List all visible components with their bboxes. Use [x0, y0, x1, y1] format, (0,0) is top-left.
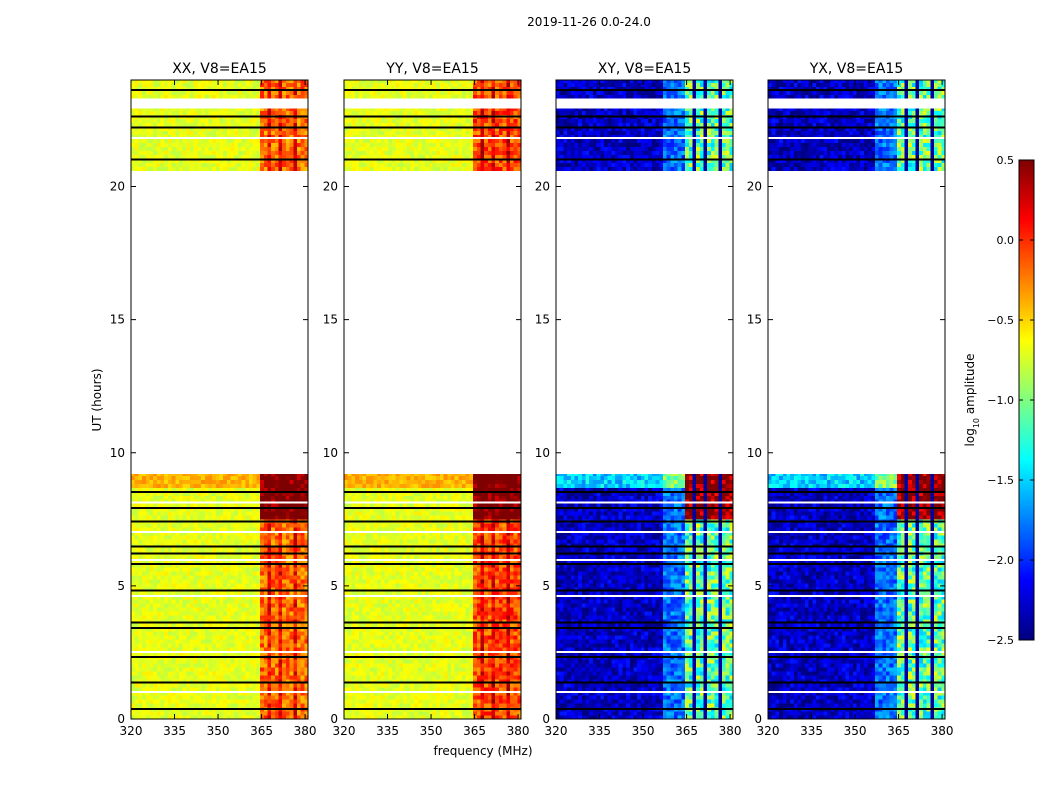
x-tick-label: 335: [163, 724, 186, 738]
x-tick-label: 365: [675, 724, 698, 738]
x-tick-label: 350: [420, 724, 443, 738]
y-tick-label: 20: [323, 180, 338, 194]
y-tick-label: 20: [535, 180, 550, 194]
x-tick-label: 365: [463, 724, 486, 738]
y-tick-label: 0: [330, 712, 338, 726]
colorbar-label: log10 amplitude: [963, 354, 981, 447]
panel-title: YX, V8=EA15: [809, 61, 904, 77]
y-tick-label: 10: [535, 446, 550, 460]
x-tick-label: 380: [294, 724, 317, 738]
x-tick-label: 335: [588, 724, 611, 738]
x-tick-label: 380: [719, 724, 742, 738]
y-tick-label: 5: [542, 579, 550, 593]
x-tick-label: 335: [376, 724, 399, 738]
colorbar-tick-label: −2.5: [987, 634, 1014, 647]
y-tick-label: 0: [542, 712, 550, 726]
x-tick-label: 320: [120, 724, 143, 738]
x-tick-label: 350: [632, 724, 655, 738]
x-tick-label: 380: [507, 724, 530, 738]
colorbar-tick-label: 0.5: [997, 154, 1015, 167]
panel-yx: YX, V8=EA15 320 335 350 365 380 0 5 10 15 20: [747, 61, 954, 738]
colorbar-tick-label: 0.0: [997, 234, 1015, 247]
x-tick-label: 365: [887, 724, 910, 738]
panel-frame: [555, 79, 734, 720]
y-tick-label: 20: [110, 180, 125, 194]
x-tick-label: 365: [250, 724, 273, 738]
heatmap-cells: [768, 80, 945, 719]
y-tick-label: 5: [117, 579, 125, 593]
y-tick-label: 5: [754, 579, 762, 593]
y-tick-label: 0: [754, 712, 762, 726]
heatmap-cells: [556, 80, 733, 719]
colorbar: 0.5 0.0 −0.5 −1.0 −1.5 −2.0 −2.5 log10 amplitud…: [963, 154, 1035, 647]
panel-xx: XX, V8=EA15 320 335 350 365 380 0 5 10 15 20: [110, 61, 317, 738]
y-tick-label: 15: [535, 313, 550, 327]
panel-frame: [767, 79, 946, 720]
colorbar-tick-label: −0.5: [987, 314, 1014, 327]
y-tick-label: 0: [117, 712, 125, 726]
colorbar-tick-label: −2.0: [987, 554, 1014, 567]
heatmap-cells: [131, 80, 308, 719]
x-tick-label: 380: [931, 724, 954, 738]
panel-title: XX, V8=EA15: [172, 61, 267, 77]
panel-frame: [130, 79, 309, 720]
y-tick-label: 15: [747, 313, 762, 327]
x-tick-label: 350: [844, 724, 867, 738]
y-tick-label: 10: [323, 446, 338, 460]
y-tick-label: 20: [747, 180, 762, 194]
panel-yy: YY, V8=EA15 320 335 350 365 380 0 5 10 15 20: [323, 61, 530, 738]
x-tick-label: 320: [545, 724, 568, 738]
x-tick-label: 320: [333, 724, 356, 738]
y-tick-label: 15: [110, 313, 125, 327]
x-tick-label: 320: [757, 724, 780, 738]
y-tick-label: 5: [330, 579, 338, 593]
y-tick-label: 10: [110, 446, 125, 460]
x-tick-label: 350: [207, 724, 230, 738]
heatmap-cells: [344, 80, 521, 719]
colorbar-tick-label: −1.0: [987, 394, 1014, 407]
colorbar-tick-label: −1.5: [987, 474, 1014, 487]
y-tick-label: 10: [747, 446, 762, 460]
figure-suptitle: 2019-11-26 0.0-24.0: [527, 15, 651, 29]
y-tick-label: 15: [323, 313, 338, 327]
panel-title: YY, V8=EA15: [385, 61, 478, 77]
panel-xy: XY, V8=EA15 320 335 350 365 380 0 5 10 15 20: [535, 61, 742, 738]
x-axis-label: frequency (MHz): [433, 744, 532, 758]
panel-frame: [343, 79, 522, 720]
y-axis-label: UT (hours): [90, 368, 104, 431]
x-tick-label: 335: [800, 724, 823, 738]
panel-title: XY, V8=EA15: [598, 61, 692, 77]
